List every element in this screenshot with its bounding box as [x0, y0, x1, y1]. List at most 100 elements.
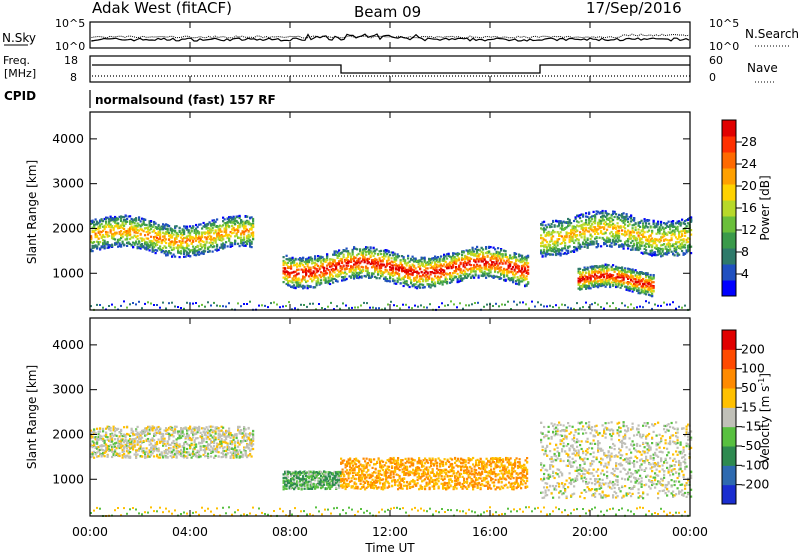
power-point — [649, 238, 652, 241]
power-point — [198, 253, 201, 256]
power-point — [186, 246, 189, 249]
power-point — [339, 267, 342, 270]
power-point — [576, 247, 579, 250]
power-point — [250, 228, 253, 231]
power-point — [196, 251, 199, 254]
power-point — [91, 219, 94, 222]
power-point — [571, 226, 574, 229]
power-point — [234, 219, 237, 223]
power-point — [679, 236, 682, 239]
power-point — [398, 264, 401, 267]
power-point — [429, 261, 432, 264]
power-point — [163, 227, 166, 230]
power-point — [356, 272, 359, 275]
power-point — [228, 218, 231, 221]
power-point — [625, 286, 628, 289]
power-point — [114, 215, 117, 219]
power-point — [174, 237, 177, 240]
power-point — [151, 240, 154, 243]
power-point — [636, 275, 639, 278]
power-point — [222, 242, 225, 245]
power-point — [547, 252, 550, 256]
power-point — [108, 222, 111, 225]
power-point — [365, 269, 368, 272]
power-point — [369, 254, 372, 257]
power-point — [673, 232, 676, 235]
power-point — [387, 271, 390, 274]
power-point — [621, 268, 624, 271]
power-point — [157, 223, 160, 227]
power-point — [384, 251, 387, 254]
power-point — [404, 267, 407, 270]
power-point — [633, 235, 636, 238]
power-point — [247, 240, 250, 243]
power-point — [667, 241, 670, 245]
power-point — [567, 306, 569, 309]
power-point — [294, 274, 297, 277]
power-point — [616, 282, 619, 285]
power-point — [229, 215, 232, 219]
power-point — [217, 238, 220, 241]
power-point — [243, 303, 245, 305]
power-point — [387, 255, 390, 258]
power-point — [627, 289, 630, 292]
power-point — [591, 228, 594, 231]
power-point — [360, 253, 363, 257]
power-point — [353, 255, 356, 258]
power-point — [111, 217, 114, 220]
power-point — [667, 225, 670, 228]
power-point — [561, 221, 564, 224]
power-point — [345, 277, 348, 281]
power-point — [147, 247, 150, 250]
power-point — [500, 269, 503, 272]
power-point — [419, 275, 422, 278]
power-point — [189, 234, 192, 237]
power-point — [342, 250, 345, 253]
power-point — [639, 240, 642, 244]
power-point — [453, 258, 456, 261]
power-point — [234, 239, 237, 242]
velocity-point — [96, 437, 99, 440]
power-point — [381, 274, 384, 277]
power-point — [190, 235, 193, 239]
power-point — [172, 229, 175, 232]
power-point — [389, 254, 392, 257]
velocity-point — [96, 455, 99, 458]
power-point — [136, 228, 139, 231]
power-point — [459, 263, 462, 266]
power-point — [664, 222, 667, 226]
power-point — [639, 271, 642, 274]
power-point — [625, 215, 628, 218]
power-point — [621, 213, 624, 216]
power-point — [111, 226, 114, 229]
power-point — [144, 247, 147, 250]
power-point — [93, 241, 96, 244]
power-point — [105, 242, 108, 245]
power-point — [368, 248, 371, 252]
power-point — [657, 248, 660, 251]
power-point — [498, 262, 501, 265]
colorbar-segment — [722, 184, 736, 201]
power-point — [306, 305, 308, 308]
power-point — [676, 241, 679, 244]
power-point — [187, 234, 190, 237]
power-point — [434, 269, 437, 272]
power-point — [543, 250, 546, 253]
power-point — [519, 277, 522, 280]
power-point — [616, 215, 619, 218]
power-point — [573, 241, 576, 244]
power-point — [172, 246, 175, 250]
power-point — [339, 257, 342, 260]
power-point — [311, 259, 314, 262]
power-point — [518, 269, 521, 273]
power-point — [685, 219, 688, 222]
power-point — [108, 224, 111, 228]
power-point — [506, 271, 509, 274]
power-point — [198, 232, 201, 235]
power-point — [163, 224, 166, 227]
power-point — [612, 222, 615, 225]
power-point — [351, 306, 353, 309]
power-point — [156, 304, 158, 306]
power-point — [630, 214, 633, 217]
power-point — [598, 265, 601, 268]
